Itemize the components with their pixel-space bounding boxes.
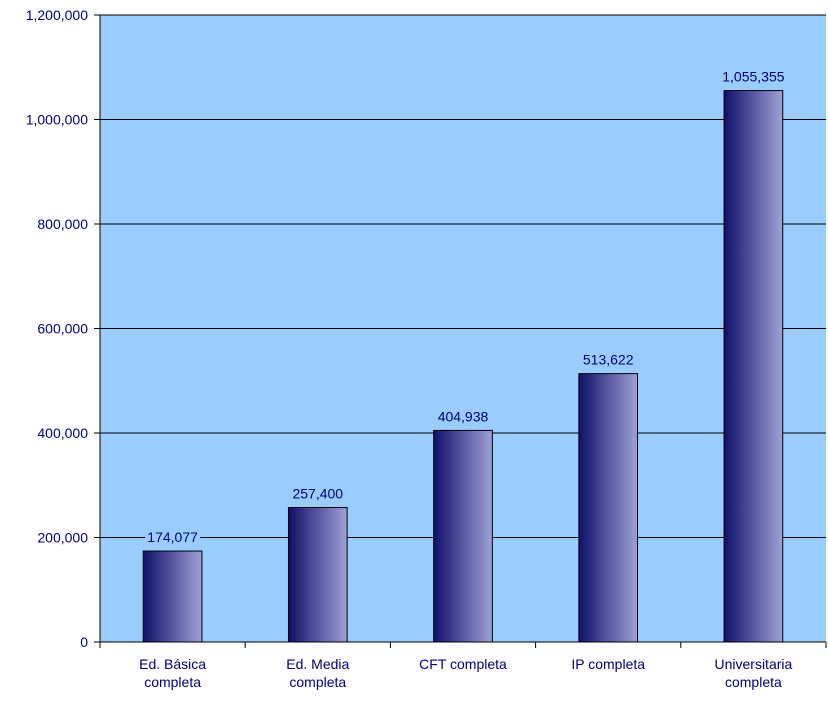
labels: 0 200,000 400,000 600,000 800,000 1,000,000 1,… (26, 7, 793, 690)
category-label: IP completa (571, 656, 645, 672)
bar (142, 550, 203, 643)
y-tick-label: 0 (80, 634, 88, 650)
category-label: completa (289, 674, 346, 690)
data-label: 513,622 (583, 352, 634, 368)
data-label: 404,938 (438, 408, 489, 424)
y-tick-label: 600,000 (37, 321, 88, 337)
y-tick-label: 400,000 (37, 425, 88, 441)
category-label: completa (725, 674, 782, 690)
category-label: Universitaria (714, 656, 792, 672)
y-tick-label: 1,200,000 (26, 7, 88, 23)
y-tick-label: 200,000 (37, 530, 88, 546)
bar (578, 373, 639, 643)
category-label: Ed. Básica (139, 656, 206, 672)
data-label-background (580, 351, 636, 368)
data-label: 174,077 (147, 529, 198, 545)
data-label: 1,055,355 (722, 69, 784, 85)
data-label-background (720, 68, 787, 85)
y-tick-label: 1,000,000 (26, 112, 88, 128)
bars (142, 90, 784, 643)
data-label-background (435, 408, 491, 425)
data-label-background (145, 529, 201, 546)
category-label: CFT completa (419, 656, 507, 672)
bar (287, 507, 348, 643)
bar (433, 429, 493, 643)
category-label: completa (144, 674, 201, 690)
category-label: Ed. Media (286, 656, 349, 672)
data-label: 257,400 (292, 486, 343, 502)
data-label-background (290, 485, 346, 502)
y-tick-label: 800,000 (37, 216, 88, 232)
bar (723, 90, 784, 643)
